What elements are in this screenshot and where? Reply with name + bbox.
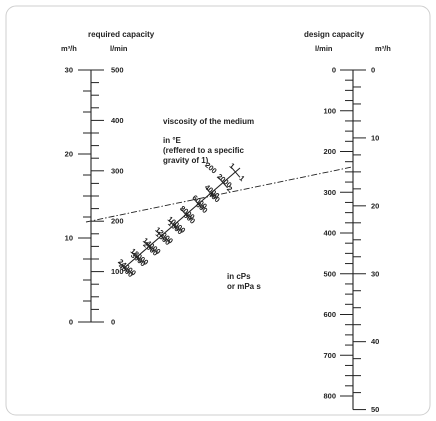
right-lmin-label: 800 — [323, 392, 336, 401]
right-m3h-label: 10 — [371, 133, 379, 142]
left-lmin-label: 300 — [111, 166, 124, 175]
cps-unit-line-2: or mPa s — [227, 282, 261, 291]
right-lmin-label: 0 — [332, 66, 336, 75]
viscosity-tick — [218, 177, 228, 189]
right-lmin-label: 200 — [323, 147, 336, 156]
viscosity-tick — [230, 166, 241, 178]
engler-value-label: 2 — [225, 184, 234, 194]
left-lmin-label: 500 — [111, 66, 124, 75]
left-lmin-label: 100 — [111, 267, 124, 276]
viscosity-tick — [193, 198, 204, 210]
frame — [5, 5, 431, 416]
right-lmin-label: 700 — [323, 351, 336, 360]
viscosity-tick — [205, 187, 216, 199]
viscosity-tick — [119, 262, 129, 274]
right-unit-m3h: m³/h — [375, 44, 391, 53]
right-m3h-label: 20 — [371, 201, 379, 210]
left-unit-lmin: l/min — [110, 44, 128, 53]
right-lmin-label: 500 — [323, 269, 336, 278]
right-lmin-label: 400 — [323, 229, 336, 238]
left-unit-m3h: m³/h — [61, 44, 77, 53]
right-lmin-label: 300 — [323, 188, 336, 197]
left-m3h-label: 0 — [69, 318, 73, 327]
left-scale-heading: required capacity — [88, 30, 155, 39]
viscosity-tick — [180, 209, 191, 221]
example-reading-line — [85, 166, 353, 223]
right-m3h-label: 40 — [371, 337, 379, 346]
right-m3h-label: 50 — [371, 405, 379, 414]
right-m3h-label: 0 — [371, 66, 375, 75]
right-scale-heading: design capacity — [304, 30, 365, 39]
viscosity-title: viscosity of the medium — [163, 117, 254, 126]
engler-unit-line-2: (reffered to a specific — [163, 146, 244, 155]
left-m3h-label: 20 — [65, 150, 73, 159]
right-lmin-label: 100 — [323, 106, 336, 115]
engler-unit-line-1: in °E — [163, 136, 182, 145]
left-lmin-label: 0 — [111, 318, 115, 327]
right-m3h-label: 30 — [371, 269, 379, 278]
right-unit-lmin: l/min — [315, 44, 333, 53]
left-lmin-label: 200 — [111, 217, 124, 226]
left-m3h-label: 10 — [65, 234, 73, 243]
viscosity-tick — [156, 230, 167, 242]
viscosity-tick — [131, 251, 142, 263]
cps-value-label: 1 — [228, 161, 237, 171]
viscosity-tick — [168, 219, 179, 231]
engler-unit-line-3: gravity of 1) — [163, 156, 209, 165]
cps-unit-line-1: in cPs — [227, 272, 251, 281]
right-lmin-label: 600 — [323, 310, 336, 319]
viscosity-axis-spine — [123, 167, 241, 269]
right-capacity-axis: 0 100 200 300 400 500 600 700 800 0 10 20 30 40 50 — [323, 66, 379, 415]
viscosity-tick — [143, 241, 154, 253]
left-lmin-label: 400 — [111, 116, 124, 125]
engler-value-label: 1 — [237, 174, 246, 184]
left-m3h-label: 30 — [65, 66, 73, 75]
